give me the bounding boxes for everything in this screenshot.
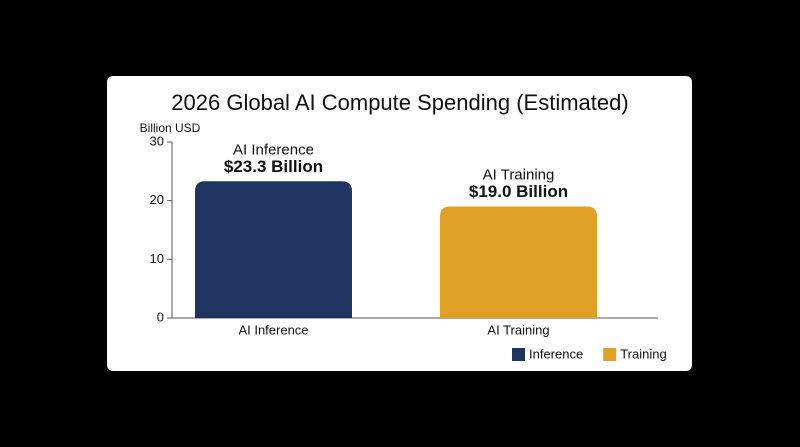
legend-swatch [512,348,525,361]
legend-label: Inference [529,346,583,361]
bar [195,181,352,318]
bar-category-label: AI Inference [233,141,314,158]
y-axis-label: Billion USD [140,121,201,135]
value-label: $23.3 Billion [224,157,323,176]
y-tick-label: 0 [157,309,164,324]
y-tick-label: 10 [150,251,164,266]
bar-category-label: AI Training [483,167,555,184]
y-tick-label: 20 [150,192,164,207]
bar [440,206,597,318]
x-tick-label: AI Training [487,322,549,337]
chart-title: 2026 Global AI Compute Spending (Estimat… [171,90,628,115]
y-tick-label: 30 [150,133,164,148]
legend-label: Training [620,346,666,361]
x-tick-label: AI Inference [238,322,308,337]
value-label: $19.0 Billion [469,182,568,201]
legend-swatch [603,348,617,361]
